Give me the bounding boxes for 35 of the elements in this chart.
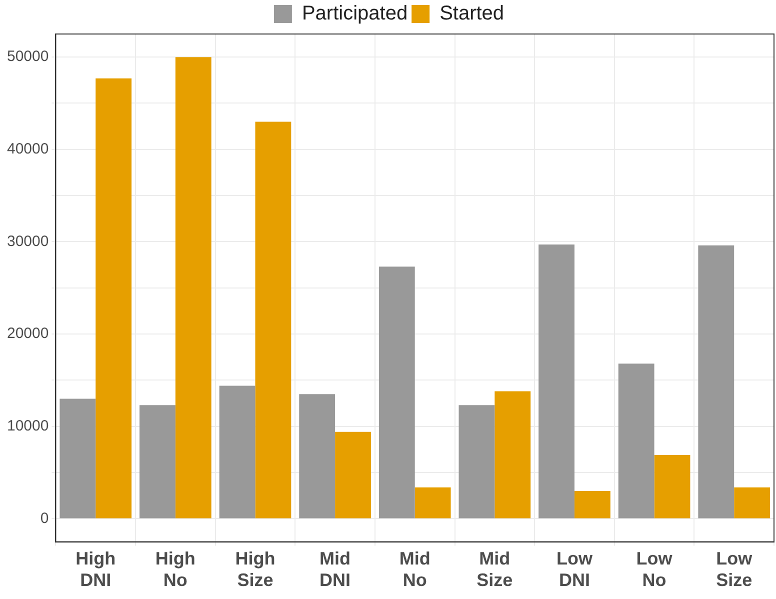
bar xyxy=(60,398,96,518)
x-tick-label: Mid No xyxy=(399,548,430,590)
y-tick-label: 20000 xyxy=(6,325,49,342)
x-tick-label: Mid DNI xyxy=(320,548,351,590)
y-tick-label: 0 xyxy=(40,510,49,527)
x-tick-label: High DNI xyxy=(76,548,116,590)
bar xyxy=(378,266,415,518)
bar xyxy=(219,386,256,518)
bar xyxy=(698,245,734,518)
bar xyxy=(140,405,176,518)
x-tick-label: Low Size xyxy=(716,548,754,590)
legend-label: Started xyxy=(440,2,504,25)
y-tick-label: 50000 xyxy=(6,48,49,66)
bar xyxy=(618,364,654,518)
bar xyxy=(96,78,132,518)
bar xyxy=(299,394,336,518)
bar xyxy=(458,405,495,518)
x-tick-label: High No xyxy=(155,548,196,590)
y-tick-label: 10000 xyxy=(6,418,49,435)
bar xyxy=(654,455,690,518)
bar xyxy=(175,57,212,518)
bar xyxy=(255,122,292,518)
bar xyxy=(538,244,574,518)
bar xyxy=(734,487,770,518)
x-tick-label: Low DNI xyxy=(556,548,594,590)
legend-label: Participated xyxy=(302,2,408,25)
x-tick-label: Mid Size xyxy=(476,548,513,590)
bar xyxy=(574,491,610,518)
bar xyxy=(335,432,371,518)
y-tick-label: 30000 xyxy=(6,232,49,250)
bar xyxy=(414,487,451,518)
y-tick-label: 40000 xyxy=(6,140,49,158)
x-tick-label: Low No xyxy=(636,548,674,590)
x-tick-label: High Size xyxy=(235,548,276,590)
bar xyxy=(494,391,531,518)
